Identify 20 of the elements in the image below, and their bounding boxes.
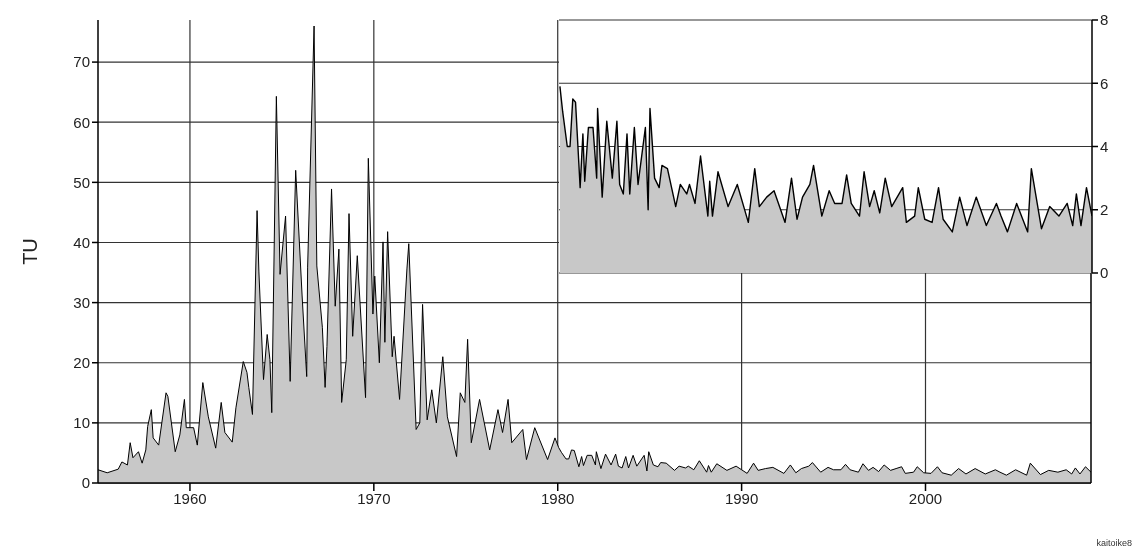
text: kaitoike8 (1096, 538, 1132, 548)
x-tick-label: 1960 (173, 489, 207, 507)
y-tick-label: 0 (81, 474, 90, 492)
y-tick-label: 70 (73, 53, 90, 71)
y-tick-label: 6 (1100, 74, 1109, 92)
x-tick-label: 2000 (908, 489, 943, 507)
y-tick-label: 8 (1100, 11, 1109, 29)
x-tick-label: 1980 (541, 489, 575, 507)
y-tick-label: 10 (73, 414, 90, 432)
y-axis-title: TU (19, 238, 42, 265)
x-tick-label: 1990 (724, 489, 759, 507)
y-tick-label: 4 (1100, 137, 1109, 155)
y-tick-label: 40 (73, 233, 90, 251)
y-tick-label: 20 (73, 354, 90, 372)
x-tick-label: 1970 (357, 489, 391, 507)
y-tick-label: 0 (1100, 264, 1109, 282)
y-tick-label: 2 (1100, 201, 1109, 219)
y-tick-label: 50 (73, 173, 90, 191)
y-tick-label: 60 (73, 113, 90, 131)
y-tick-label: 30 (73, 293, 90, 311)
